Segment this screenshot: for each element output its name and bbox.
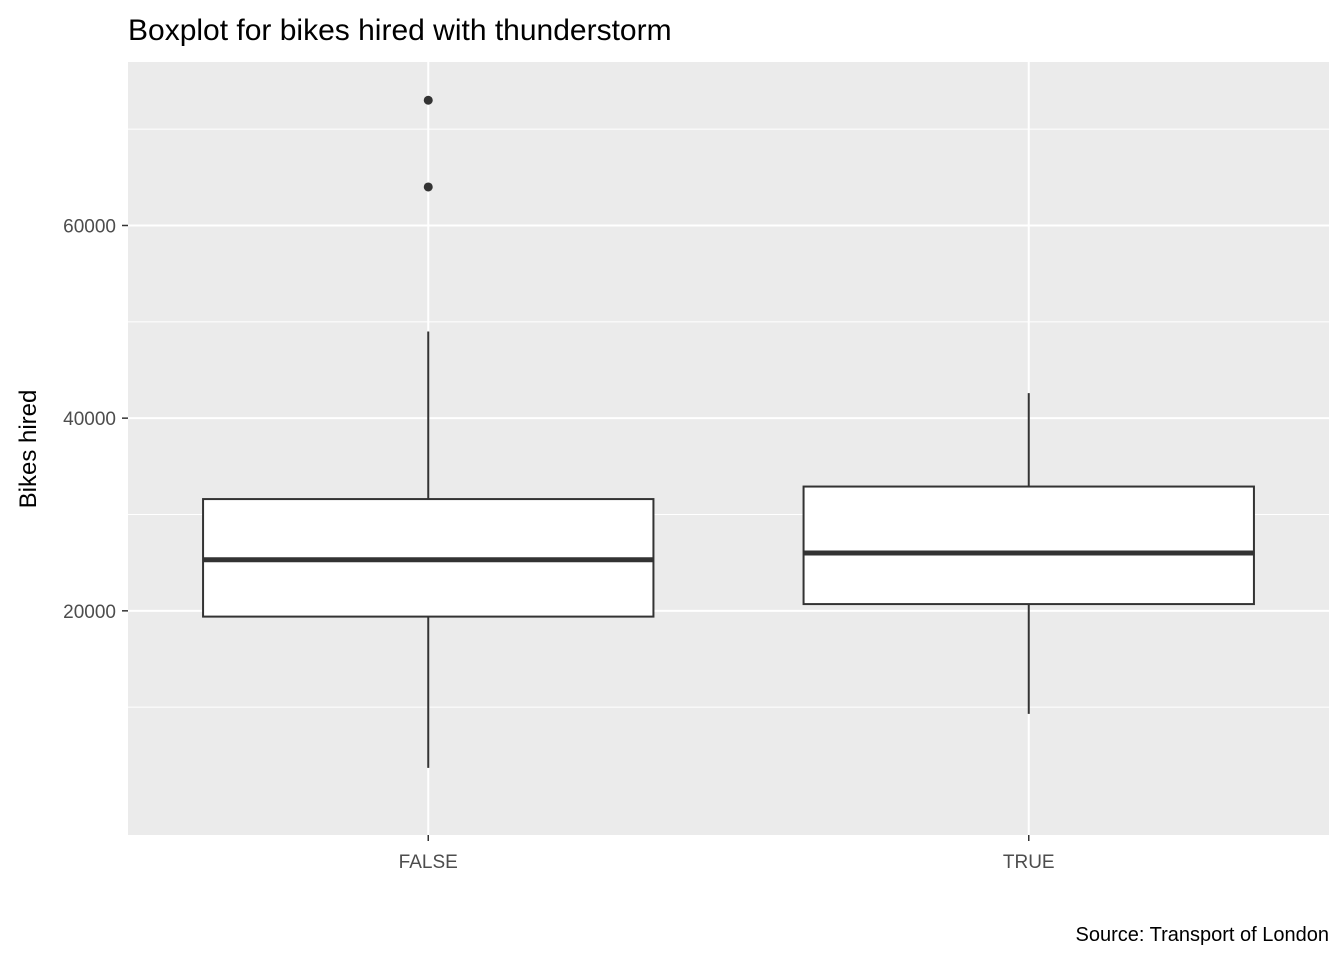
y-axis-title: Bikes hired bbox=[15, 390, 42, 509]
y-axis: 20000 40000 60000 bbox=[63, 216, 128, 623]
y-tick-label: 40000 bbox=[63, 409, 116, 430]
box-iqr bbox=[802, 485, 1255, 606]
y-tick-label: 20000 bbox=[63, 602, 116, 623]
x-axis: FALSE TRUE bbox=[399, 835, 1055, 873]
x-tick-label: TRUE bbox=[1003, 852, 1055, 873]
box-series bbox=[202, 95, 1255, 768]
box-true bbox=[802, 393, 1255, 714]
chart-title: Boxplot for bikes hired with thunderstor… bbox=[128, 14, 672, 47]
outlier-point bbox=[423, 95, 433, 105]
y-tick-label: 60000 bbox=[63, 216, 116, 237]
box-false bbox=[202, 95, 655, 768]
chart-caption: Source: Transport of London bbox=[1076, 924, 1330, 946]
plot-panel bbox=[128, 62, 1329, 835]
x-tick-label: FALSE bbox=[399, 852, 458, 873]
outlier-point bbox=[423, 182, 433, 192]
